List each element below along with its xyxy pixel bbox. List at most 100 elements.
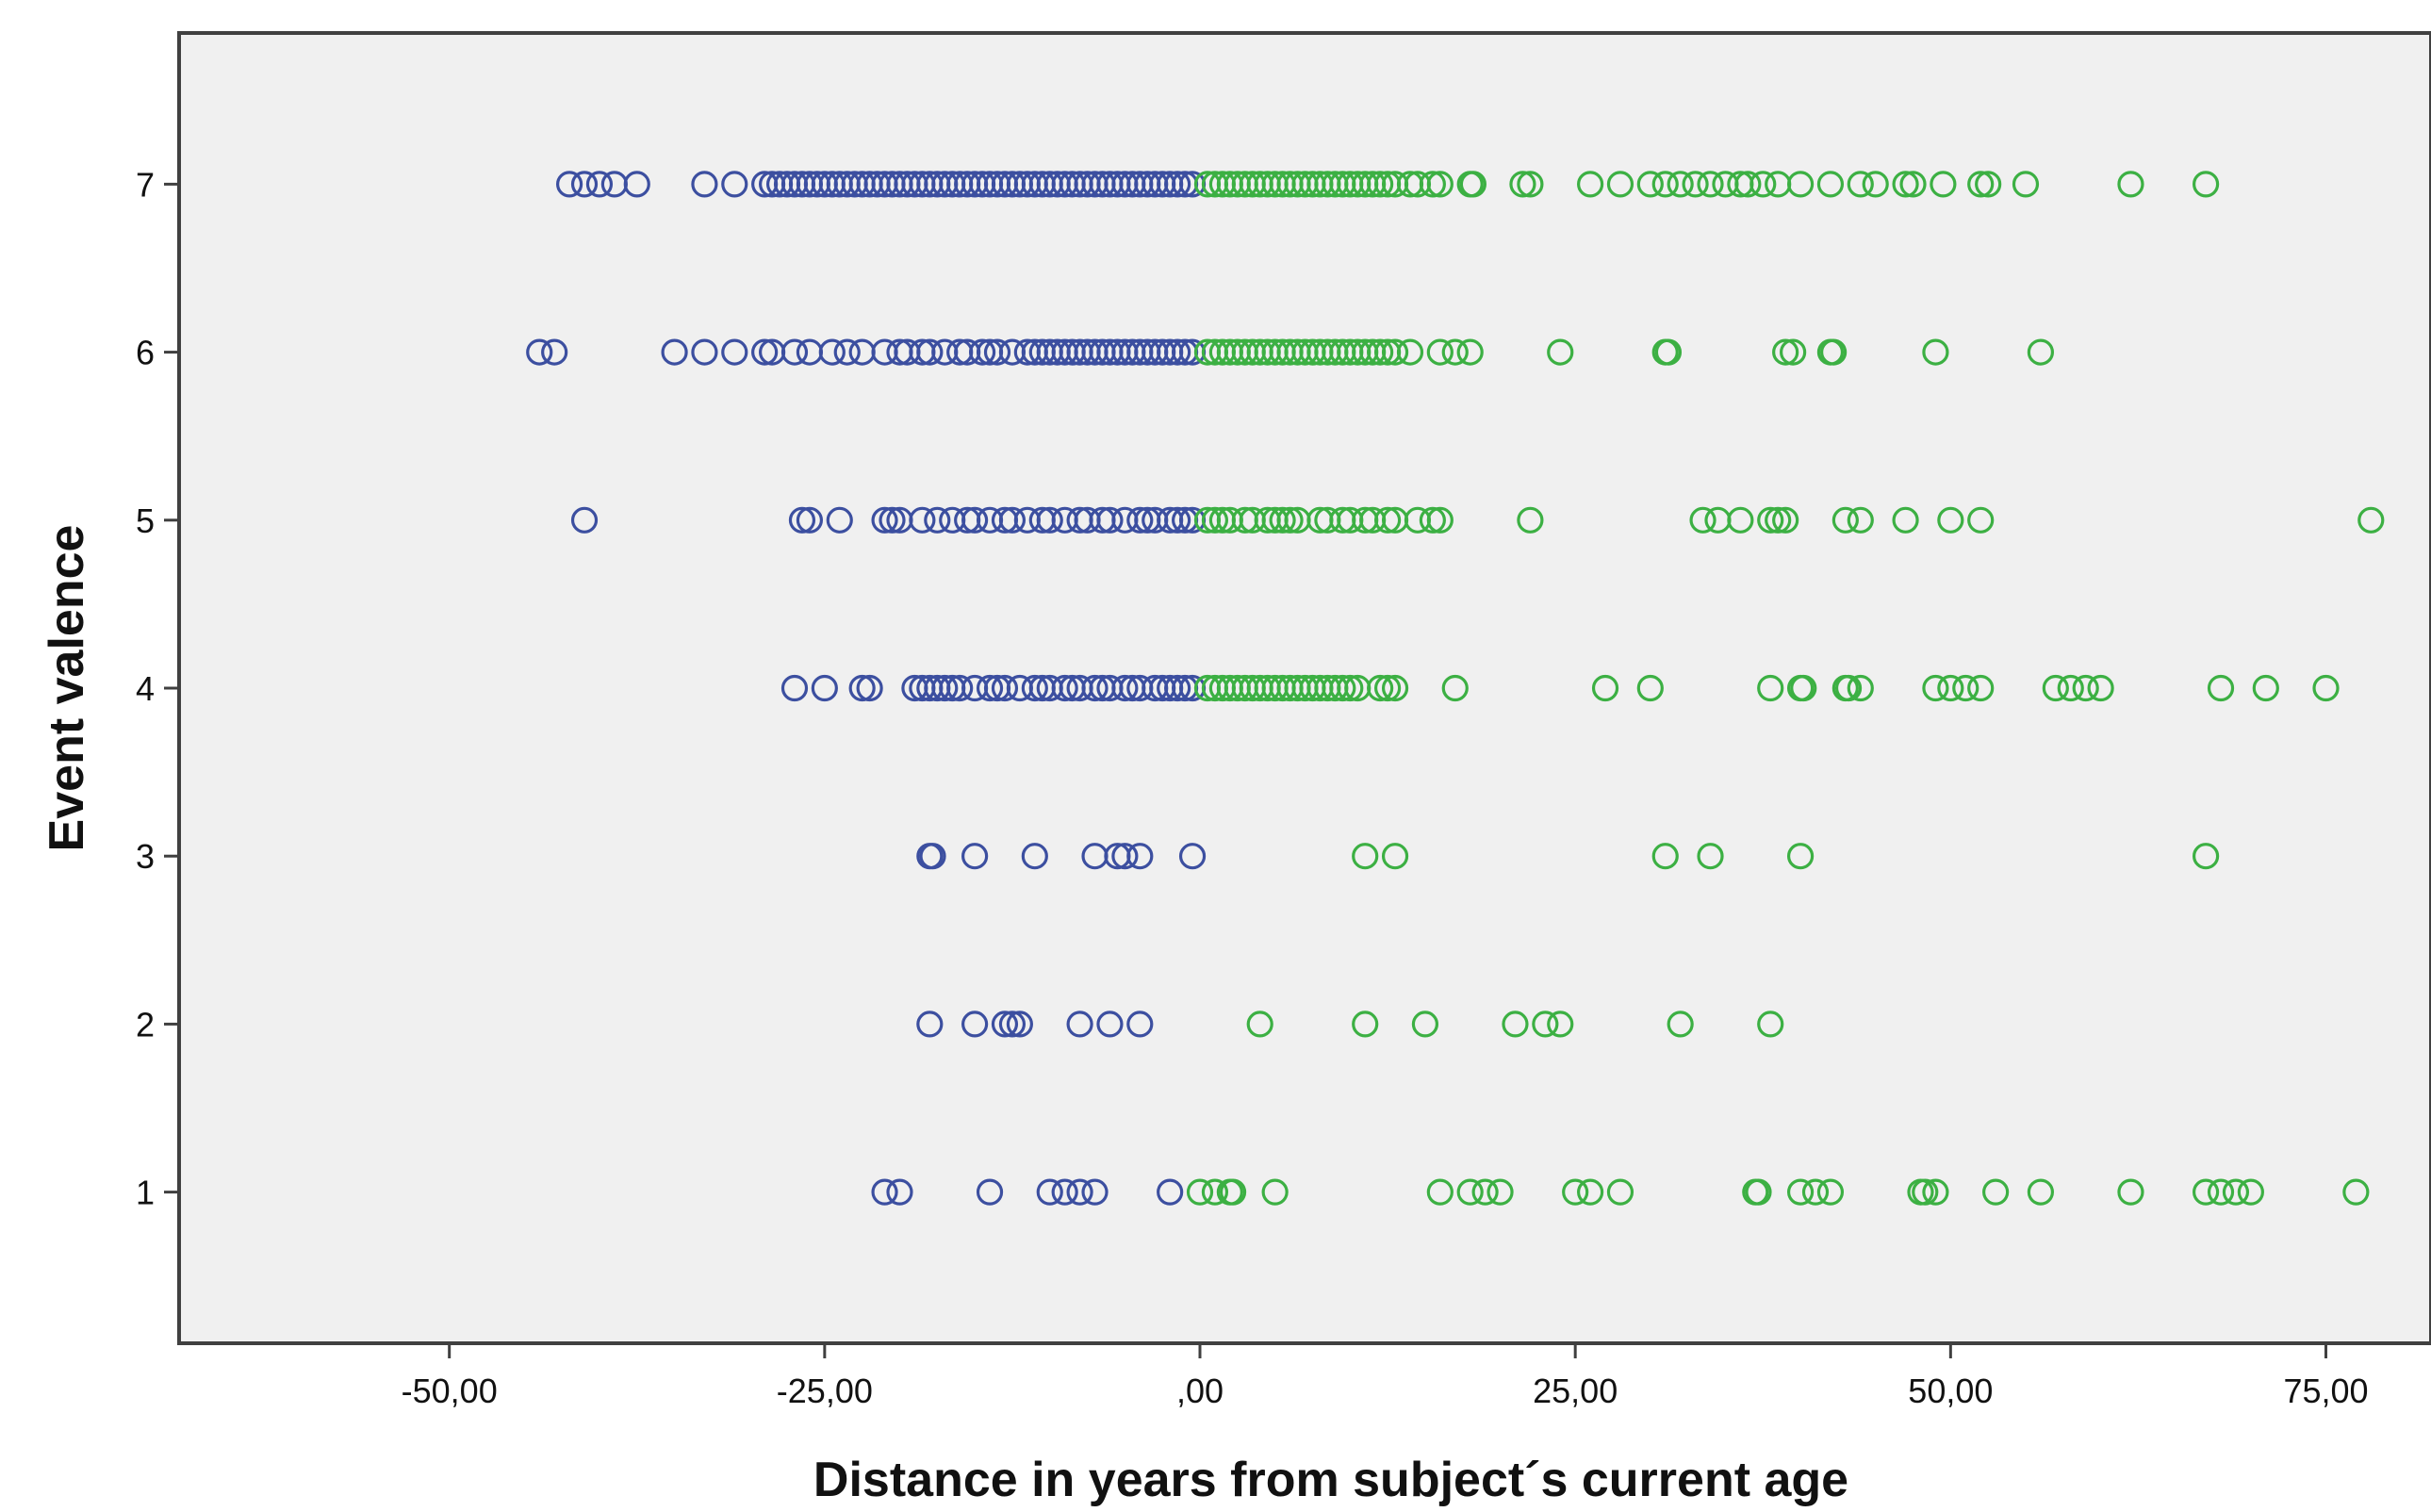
data-point xyxy=(721,338,748,366)
data-point xyxy=(570,506,599,534)
data-point xyxy=(1734,171,1762,198)
data-point xyxy=(1982,1178,2010,1206)
data-point xyxy=(886,1178,913,1206)
data-point xyxy=(1847,171,1874,198)
data-point xyxy=(1591,674,1619,702)
data-point xyxy=(924,506,951,534)
data-point xyxy=(1606,171,1634,198)
data-point xyxy=(1021,674,1048,702)
data-point xyxy=(1847,674,1874,702)
data-point xyxy=(818,338,846,366)
data-point xyxy=(1772,338,1799,366)
data-point xyxy=(623,171,650,198)
data-point xyxy=(1178,843,1207,870)
data-point xyxy=(919,843,946,870)
data-point xyxy=(1780,338,1807,366)
data-point xyxy=(2042,674,2069,702)
data-point xyxy=(1066,1178,1093,1206)
data-point xyxy=(848,674,876,702)
data-point xyxy=(1727,506,1754,534)
data-point xyxy=(1186,1178,1214,1206)
data-point xyxy=(2027,338,2055,366)
data-point xyxy=(1111,843,1139,870)
x-tick-label: 50,00 xyxy=(1908,1372,1993,1410)
data-point xyxy=(1426,338,1454,366)
data-point xyxy=(2057,674,2084,702)
data-point xyxy=(2342,1178,2370,1206)
data-point xyxy=(1765,506,1792,534)
data-point xyxy=(909,506,936,534)
data-point xyxy=(1367,338,1394,366)
data-point xyxy=(1261,1178,1289,1206)
data-point xyxy=(1937,674,1964,702)
data-point xyxy=(1006,1011,1033,1038)
data-point xyxy=(946,674,974,702)
data-point xyxy=(871,1178,898,1206)
data-point xyxy=(1164,338,1191,366)
data-point xyxy=(691,171,718,198)
data-point xyxy=(2357,506,2385,534)
data-point xyxy=(1381,843,1409,870)
data-point xyxy=(1689,506,1716,534)
data-point xyxy=(1937,506,1964,534)
data-point xyxy=(1337,674,1364,702)
data-point xyxy=(1654,338,1683,366)
data-point xyxy=(1381,338,1409,366)
x-axis: -50,00 -25,00 ,00 25,00 50,00 75,00 xyxy=(402,1343,2369,1410)
x-tick-label: -25,00 xyxy=(777,1372,873,1410)
data-point xyxy=(1201,1178,1229,1206)
data-point xyxy=(1697,171,1724,198)
data-point xyxy=(983,338,1011,366)
data-point xyxy=(1820,338,1848,366)
y-tick-label: 2 xyxy=(136,1005,155,1044)
data-point xyxy=(780,674,809,702)
y-tick-label: 5 xyxy=(136,501,155,540)
data-point xyxy=(1651,843,1679,870)
data-point xyxy=(1892,171,1919,198)
data-point xyxy=(1426,171,1454,198)
data-point xyxy=(1816,171,1845,198)
data-point xyxy=(1269,506,1296,534)
data-point xyxy=(1021,843,1048,870)
data-point xyxy=(1487,1178,1514,1206)
data-point xyxy=(1036,506,1063,534)
data-point xyxy=(1697,843,1724,870)
data-point xyxy=(1667,1011,1694,1038)
data-point xyxy=(976,1178,1004,1206)
data-point xyxy=(1831,506,1859,534)
data-point xyxy=(1352,843,1379,870)
data-point xyxy=(976,674,1004,702)
data-point xyxy=(2193,843,2220,870)
data-point xyxy=(1517,171,1544,198)
data-point xyxy=(1096,1011,1124,1038)
data-point xyxy=(1547,338,1574,366)
data-point xyxy=(1157,1178,1184,1206)
data-point xyxy=(1111,674,1139,702)
y-tick-label: 6 xyxy=(136,334,155,372)
data-point xyxy=(1381,674,1409,702)
data-point xyxy=(879,506,906,534)
x-axis-title: Distance in years from subject´s current… xyxy=(813,1453,1848,1507)
data-point xyxy=(721,171,748,198)
data-point xyxy=(961,843,989,870)
data-point xyxy=(1246,1011,1273,1038)
data-point xyxy=(2252,674,2279,702)
data-point xyxy=(1164,171,1191,198)
data-point xyxy=(826,506,853,534)
data-point xyxy=(1636,674,1664,702)
data-point xyxy=(1757,674,1784,702)
data-point xyxy=(833,338,861,366)
data-point xyxy=(1786,1178,1815,1206)
data-point xyxy=(1367,674,1394,702)
data-point xyxy=(1066,1011,1093,1038)
data-point xyxy=(1164,506,1191,534)
data-point xyxy=(1967,506,1995,534)
data-point xyxy=(1577,1178,1604,1206)
data-point xyxy=(1967,674,1995,702)
plot-area xyxy=(177,31,2431,1345)
data-point xyxy=(1922,674,1949,702)
data-point xyxy=(1912,1178,1939,1206)
data-point xyxy=(751,338,779,366)
data-point xyxy=(2222,1178,2250,1206)
data-point xyxy=(1426,1178,1454,1206)
